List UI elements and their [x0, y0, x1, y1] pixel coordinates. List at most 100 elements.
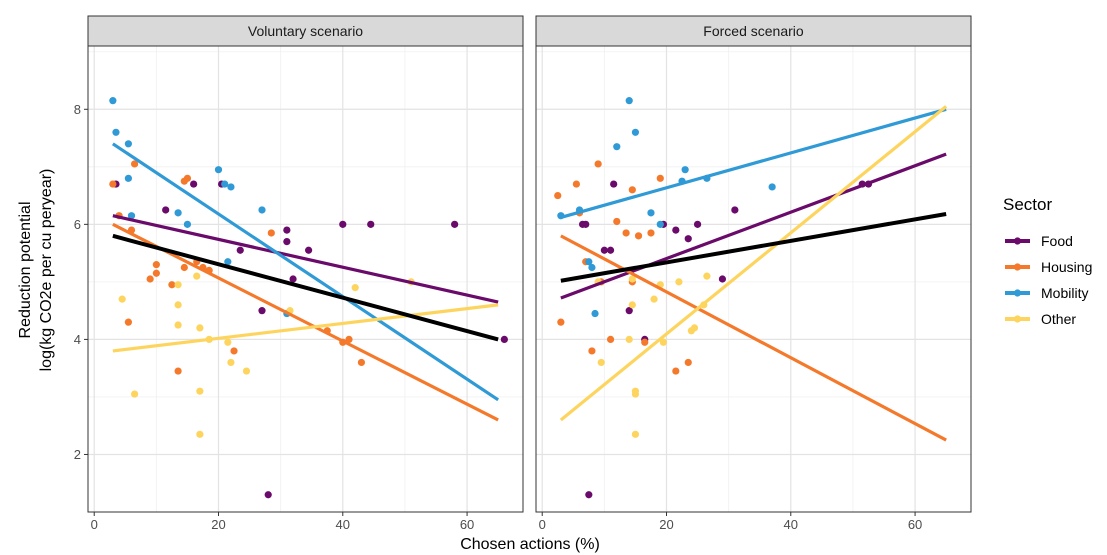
- data-point-housing: [131, 160, 139, 168]
- data-point-housing: [146, 275, 154, 283]
- data-point-mobility: [224, 258, 232, 266]
- data-point-food: [283, 226, 291, 234]
- data-point-other: [242, 367, 251, 375]
- data-point-food: [610, 180, 618, 188]
- data-point-other: [196, 324, 204, 332]
- x-tick-label: 40: [336, 517, 350, 532]
- x-tick-label: 20: [659, 517, 673, 532]
- data-point-mobility: [124, 140, 132, 148]
- data-point-mobility: [183, 220, 192, 228]
- data-point-food: [731, 206, 739, 214]
- data-point-housing: [357, 358, 366, 367]
- data-point-food: [451, 220, 459, 228]
- y-tick-label: 8: [74, 102, 81, 117]
- data-point-mobility: [588, 263, 596, 272]
- panel-border: [535, 45, 972, 513]
- data-point-housing: [174, 367, 182, 375]
- legend-label-mobility: Mobility: [1041, 285, 1088, 301]
- data-point-housing: [628, 186, 636, 194]
- data-point-housing: [606, 335, 615, 344]
- x-tick-label: 20: [211, 517, 225, 532]
- data-point-mobility: [613, 143, 621, 151]
- data-point-housing: [647, 229, 655, 237]
- data-point-other: [118, 295, 126, 303]
- data-point-other: [227, 358, 235, 367]
- data-point-food: [500, 335, 508, 344]
- data-point-other: [675, 278, 683, 286]
- x-tick-label: 40: [784, 517, 798, 532]
- data-point-mobility: [647, 209, 655, 217]
- data-point-housing: [267, 229, 275, 237]
- legend-key-dot-other: [1013, 315, 1022, 323]
- fit-line-housing: [112, 222, 499, 422]
- data-point-housing: [672, 367, 680, 375]
- x-tick-label: 0: [91, 517, 98, 532]
- data-point-housing: [557, 318, 565, 326]
- data-point-mobility: [656, 220, 664, 228]
- data-point-other: [631, 430, 640, 438]
- data-point-housing: [641, 338, 649, 346]
- x-tick-label: 60: [908, 517, 922, 532]
- panel-strip: [535, 15, 972, 47]
- data-point-other: [193, 272, 201, 280]
- data-point-food: [582, 220, 590, 228]
- data-point-housing: [588, 347, 596, 355]
- plot-area: [88, 46, 523, 512]
- panel-border: [87, 45, 524, 513]
- data-point-housing: [345, 335, 353, 344]
- data-point-housing: [183, 174, 192, 182]
- panel-0: Voluntary scenario 0 20 40 60 2 4 6 8: [74, 15, 524, 532]
- panel-1: Forced scenario 0 20 40 60: [535, 15, 972, 532]
- data-point-food: [600, 246, 608, 254]
- data-point-mobility: [112, 128, 120, 136]
- y-tick-label: 4: [74, 332, 81, 347]
- data-point-housing: [634, 232, 643, 240]
- data-point-food: [264, 491, 272, 499]
- data-point-mobility: [221, 180, 229, 188]
- data-point-housing: [180, 263, 188, 272]
- y-axis-title-line-1: Reduction potential: [17, 202, 34, 339]
- data-point-other: [174, 301, 182, 309]
- data-point-food: [289, 275, 297, 283]
- data-point-other: [628, 275, 636, 283]
- data-point-other: [131, 390, 139, 398]
- legend-key-dot-housing: [1013, 263, 1022, 271]
- data-point-mobility: [174, 209, 182, 217]
- data-point-housing: [152, 261, 160, 269]
- fit-line-overall: [560, 212, 947, 283]
- data-point-other: [597, 358, 605, 367]
- data-point-other: [174, 281, 182, 289]
- data-point-other: [659, 338, 667, 346]
- data-point-mobility: [768, 183, 776, 191]
- y-tick-label: 6: [74, 217, 81, 232]
- data-point-housing: [613, 217, 621, 226]
- data-point-food: [585, 491, 593, 499]
- fit-line-other: [112, 303, 499, 353]
- data-point-housing: [554, 191, 562, 200]
- data-point-food: [606, 246, 615, 254]
- data-point-food: [162, 206, 170, 214]
- fit-line-mobility: [560, 107, 947, 219]
- data-point-other: [625, 335, 633, 344]
- data-point-food: [236, 246, 244, 254]
- data-point-food: [190, 180, 198, 188]
- legend-label-other: Other: [1041, 311, 1076, 327]
- y-tick-label: 2: [74, 447, 81, 462]
- x-tick-label: 0: [539, 517, 546, 532]
- fit-line-mobility: [111, 142, 500, 402]
- data-point-housing: [230, 347, 238, 355]
- data-point-other: [196, 387, 204, 395]
- data-point-housing: [168, 281, 176, 289]
- data-point-other: [174, 321, 182, 329]
- legend-key-dot-mobility: [1013, 289, 1022, 297]
- data-point-food: [718, 275, 727, 283]
- panel-title: Voluntary scenario: [248, 23, 363, 39]
- data-point-housing: [124, 318, 132, 326]
- data-point-housing: [109, 180, 117, 188]
- data-point-mobility: [124, 174, 132, 182]
- data-point-food: [684, 235, 692, 243]
- data-point-housing: [152, 269, 160, 277]
- data-point-food: [672, 226, 680, 234]
- data-point-mobility: [109, 97, 117, 105]
- data-point-food: [339, 220, 347, 228]
